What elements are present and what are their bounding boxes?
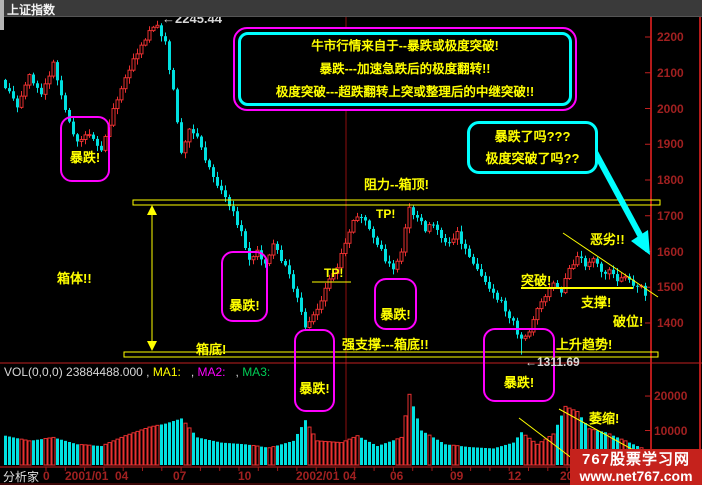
price-tick-label: 1500 <box>657 280 684 295</box>
crash-box-2: 暴跌! <box>221 251 268 322</box>
question-line-1: 暴跌了吗??? <box>494 128 571 144</box>
price-tick-label: 2200 <box>657 30 684 44</box>
watermark-site-url: www.net767.com <box>579 467 693 484</box>
ma2-label: MA2: <box>197 365 226 379</box>
box-bottom-support-line <box>123 351 659 358</box>
box-body-label: 箱体!! <box>57 271 92 286</box>
price-tick-label: 2100 <box>657 65 684 80</box>
support-label: 支撑! <box>581 295 612 310</box>
watermark-site-name: 767股票学习网 <box>581 450 691 468</box>
price-tick-label: 2000 <box>657 101 684 116</box>
ma1-label: MA1: <box>152 365 181 379</box>
date-tick-label: 2001/01 <box>65 469 109 483</box>
crash-label: 暴跌! <box>229 298 260 313</box>
box-height-arrowhead-top <box>147 205 157 215</box>
trough-price-label: ←1311.69 <box>525 355 580 369</box>
volume-trendline-1 <box>518 417 574 460</box>
date-tick-label: 09 <box>450 469 464 483</box>
price-tick-label: 1600 <box>657 244 684 259</box>
big-cyan-arrow-shaft <box>591 148 644 239</box>
box-top-resistance-line <box>132 199 661 206</box>
title-bar: 上证指数 <box>0 0 702 17</box>
price-tick-label: 1700 <box>657 208 684 223</box>
resistance-label: 阻力--箱顶! <box>364 177 429 192</box>
ma3-label: MA3: <box>242 365 271 379</box>
crash-box-5: 暴跌! <box>483 328 555 402</box>
window-left-strip <box>0 0 4 30</box>
strong-support-label: 强支撑---箱底!! <box>342 337 429 352</box>
info-line-2: 暴跌---加速急跌后的极度翻转!! <box>319 61 491 76</box>
bull-market-info-box-inner: 牛市行情来自于--暴跌或极度突破! 暴跌---加速急跌后的极度翻转!! 极度突破… <box>238 32 572 106</box>
crash-box-4: 暴跌! <box>374 278 417 330</box>
vol-value: 23884488.000 <box>66 365 143 379</box>
big-cyan-arrowhead <box>631 230 650 255</box>
volume-tick-label: 20000 <box>654 389 688 404</box>
box-bottom-label: 箱底! <box>196 342 227 357</box>
question-line-2: 极度突破了吗?? <box>485 150 580 166</box>
vol-formula: VOL(0,0,0) <box>4 365 63 379</box>
crash-label: 暴跌! <box>69 150 101 165</box>
price-tick-label: 1900 <box>657 137 684 152</box>
date-tick-label: 06 <box>390 469 404 483</box>
window-title: 上证指数 <box>7 3 56 17</box>
volume-tick-label: 10000 <box>654 423 688 438</box>
crash-box-3: 暴跌! <box>294 329 335 412</box>
price-tick-label: 1400 <box>657 316 684 330</box>
breakout-label: 突破! <box>521 273 552 288</box>
date-tick-label: 2002/01 <box>296 469 340 483</box>
breakdown-label: 破位! <box>613 314 644 329</box>
tp2-label: TP! <box>324 266 344 280</box>
info-line-1: 牛市行情来自于--暴跌或极度突破! <box>311 38 499 53</box>
shrink-label: 萎缩! <box>589 411 620 426</box>
date-tick-label: 10 <box>238 469 252 483</box>
crash-label: 暴跌! <box>380 307 411 322</box>
info-line-3: 极度突破---超跌翻转上突或整理后的中继突破!! <box>275 84 535 99</box>
descending-trendline <box>562 232 659 298</box>
date-tick-label: 12 <box>508 469 522 483</box>
crash-label: 暴跌! <box>299 381 330 396</box>
tp1-label: TP! <box>376 207 396 221</box>
date-tick-label: 04 <box>343 469 357 483</box>
status-bar-app-name: 分析家 <box>3 470 40 484</box>
uptrend-label: 上升趋势! <box>556 337 613 352</box>
volume-indicator-row: VOL(0,0,0) 23884488.000 , MA1: , MA2: , … <box>4 365 271 379</box>
box-height-arrowhead-bottom <box>147 341 157 351</box>
question-callout-box: 暴跌了吗??? 极度突破了吗?? <box>467 121 598 174</box>
price-tick-label: 1800 <box>657 173 684 187</box>
bull-market-info-box: 牛市行情来自于--暴跌或极度突破! 暴跌---加速急跌后的极度翻转!! 极度突破… <box>233 27 577 111</box>
crash-box-1: 暴跌! <box>60 116 110 182</box>
date-tick-label: 07 <box>173 469 187 483</box>
crash-label: 暴跌! <box>503 375 535 390</box>
watermark-badge: 767股票学习网 www.net767.com <box>570 449 702 485</box>
date-tick-label: 0 <box>43 469 50 483</box>
deteriorate-label: 恶劣!! <box>590 232 625 247</box>
date-tick-label: 04 <box>115 469 129 483</box>
